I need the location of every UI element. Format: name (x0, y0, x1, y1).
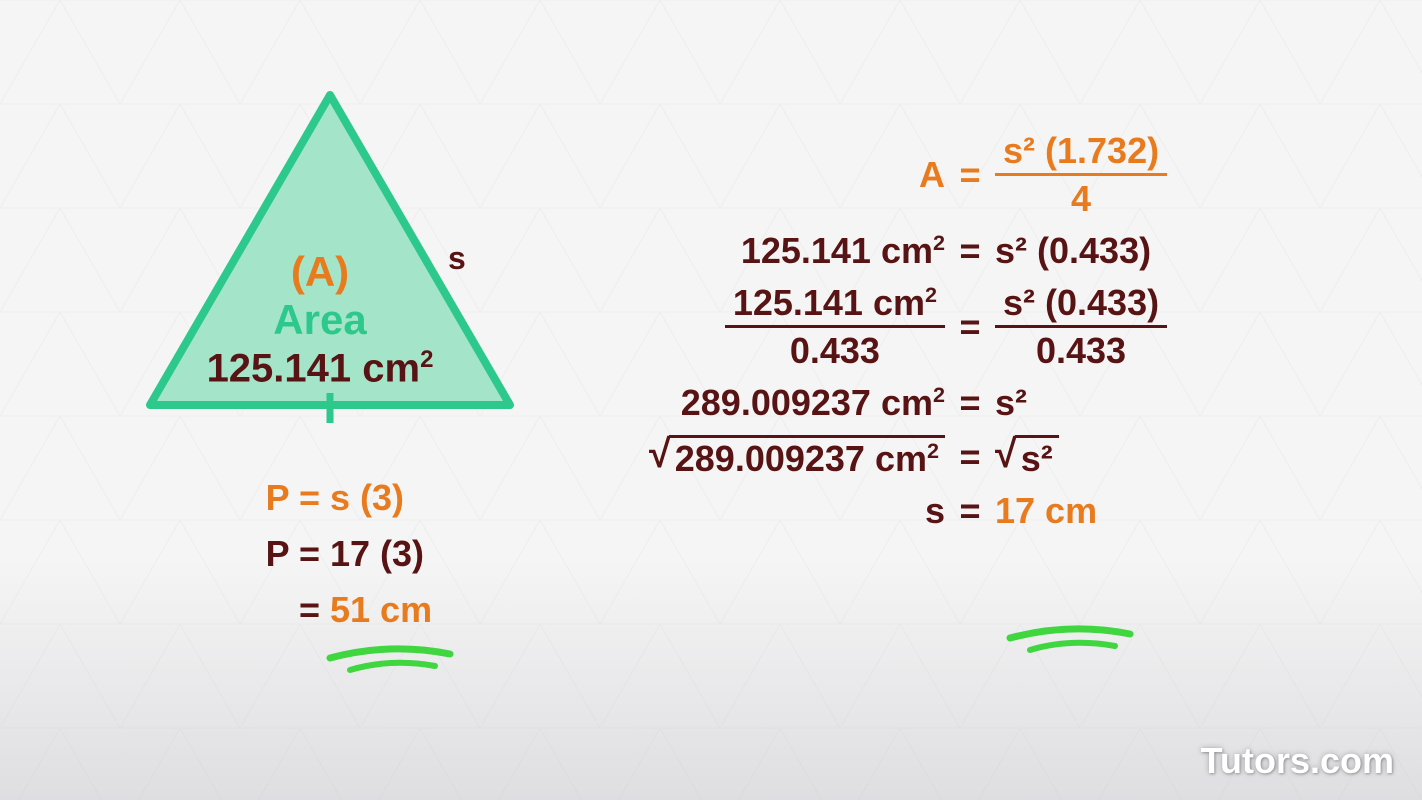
eq1-den: 4 (995, 173, 1167, 219)
equation-row-3: 125.141 cm2 0.433 = s² (0.433) 0.433 (620, 282, 1320, 372)
perimeter-p2-lhs: P (266, 533, 289, 574)
swoosh-icon (320, 640, 460, 680)
triangle-label-area-text: Area (273, 296, 366, 343)
eq6-lhs: s (620, 490, 955, 532)
triangle-label-a-text: (A) (291, 248, 349, 295)
eq4-lhs: 289.009237 cm (681, 382, 933, 423)
perimeter-result: 51 cm (330, 582, 432, 638)
eq1-num: s² (1.732) (995, 130, 1167, 173)
perimeter-p2-rhs: 17 (3) (330, 526, 424, 582)
triangle-label-a: (A) (140, 248, 500, 296)
eq3-rden: 0.433 (995, 325, 1167, 371)
triangle-area-exp: 2 (420, 346, 433, 373)
perimeter-p1-lhs: P (266, 477, 289, 518)
eq3-lden: 0.433 (725, 325, 945, 371)
watermark: Tutors.com (1201, 740, 1394, 782)
eq5-lrad: 289.009237 cm (675, 438, 927, 479)
perimeter-p1-rhs: s (3) (330, 470, 404, 526)
equation-row-5: √ 289.009237 cm2 = √ s² (620, 434, 1320, 480)
eq2-lhs: 125.141 cm (741, 230, 933, 271)
perimeter-block: P = s (3) P = 17 (3) = 51 cm (260, 470, 560, 637)
eq3-rnum: s² (0.433) (995, 282, 1167, 325)
eq5-lrad-exp: 2 (927, 438, 939, 463)
triangle-label-area: Area (140, 296, 500, 344)
equation-row-6: s = 17 cm (620, 490, 1320, 532)
equation-row-4: 289.009237 cm2 = s² (620, 382, 1320, 424)
equation-row-2: 125.141 cm2 = s² (0.433) (620, 230, 1320, 272)
eq6-rhs: 17 cm (985, 490, 1320, 532)
eq4-lhs-exp: 2 (933, 382, 945, 407)
eq5-rrad: s² (1015, 435, 1059, 480)
eq3-lnum-exp: 2 (925, 282, 937, 307)
triangle-area-value: 125.141 cm2 (140, 346, 500, 391)
triangle-area-number: 125.141 cm (207, 346, 421, 390)
eq3-lnum: 125.141 cm (733, 282, 925, 323)
swoosh-icon (1000, 620, 1140, 660)
eq2-lhs-exp: 2 (933, 230, 945, 255)
eq2-rhs: s² (0.433) (985, 230, 1320, 272)
eq1-lhs: A (919, 154, 945, 195)
eq4-rhs: s² (985, 382, 1320, 424)
equations-block: A = s² (1.732) 4 125.141 cm2 = s² (0.433… (620, 120, 1320, 542)
equation-row-1: A = s² (1.732) 4 (620, 130, 1320, 220)
